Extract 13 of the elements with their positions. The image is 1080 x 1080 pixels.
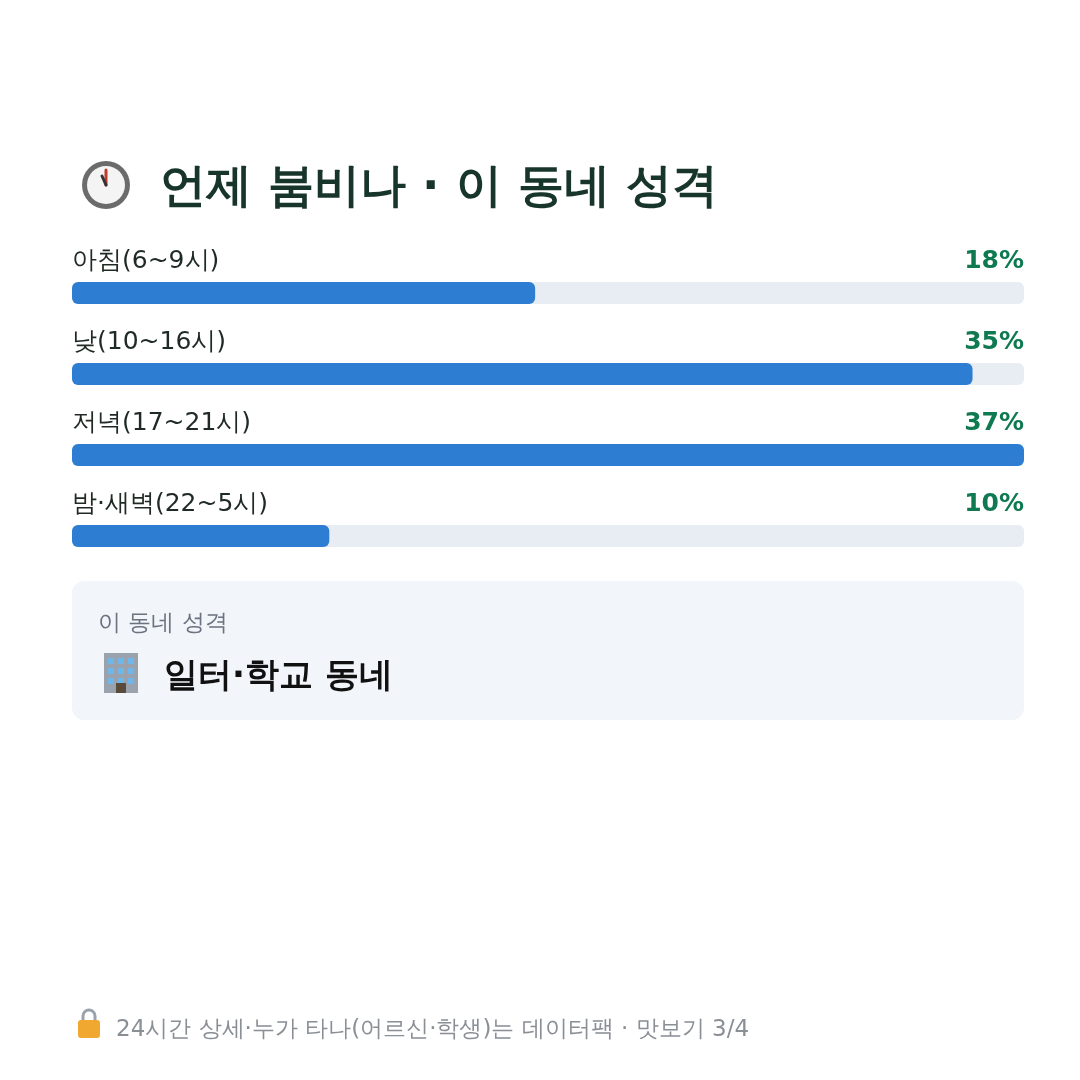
y-tick-label: 저녁(17~21시) [72, 407, 252, 436]
text: 24시간 상세·누가 타나(어르신·학생)는 데이터팩 · 맛보기 3/4 [116, 1015, 750, 1041]
y-tick-label: 밤·새벽(22~5시) [72, 488, 269, 517]
chart-title: 언제 붐비나 · 이 동네 성격 [160, 158, 718, 212]
y-tick-label: 아침(6~9시) [72, 245, 220, 274]
data-label: 10% [964, 488, 1024, 517]
text: 일터·학교 동네 [164, 654, 393, 694]
bar [72, 525, 330, 547]
y-tick-label: 낮(10~16시) [72, 326, 227, 355]
data-label: 37% [964, 407, 1024, 436]
data-label: 18% [964, 245, 1024, 274]
data-label: 35% [964, 326, 1024, 355]
text: 이 동네 성격 [98, 609, 228, 635]
